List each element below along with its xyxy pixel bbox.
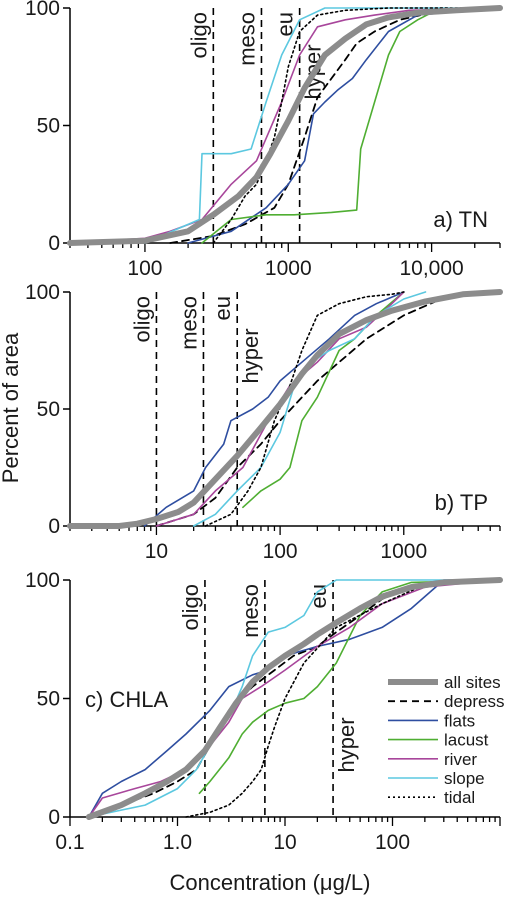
threshold-label: oligo [178, 584, 203, 630]
y-axis-title: Percent of area [0, 332, 23, 483]
y-tick-label: 50 [37, 115, 60, 138]
threshold-label: hyper [334, 717, 359, 772]
y-tick-label: 0 [48, 515, 60, 538]
x-tick-label: 100 [375, 831, 410, 854]
legend-label: river [444, 750, 477, 769]
y-tick-label: 0 [48, 232, 60, 255]
series-line-flats [187, 7, 501, 244]
panel-label: c) CHLA [85, 687, 168, 712]
x-axis-title: Concentration (μg/L) [170, 870, 371, 895]
y-tick-label: 0 [48, 806, 60, 829]
y-tick-label: 50 [37, 688, 60, 711]
series-line-slope [88, 579, 501, 818]
series-line-all-sites [67, 5, 503, 246]
threshold-label: meso [176, 296, 201, 350]
series-line-flats [143, 291, 405, 527]
series-line-all-sites [85, 577, 503, 820]
threshold-label: oligo [186, 12, 211, 58]
threshold-label: meso [234, 12, 259, 66]
x-tick-label: 1000 [265, 257, 312, 280]
x-tick-label: 0.1 [55, 831, 84, 854]
x-tick-label: 10 [145, 540, 168, 563]
threshold-label: oligo [129, 296, 154, 342]
x-tick-label: 100 [263, 540, 298, 563]
series-line-depress [88, 579, 501, 818]
panel-label: a) TN [433, 207, 488, 232]
panel-label: b) TP [435, 490, 488, 515]
series-line-all-sites [67, 289, 503, 529]
series-line-depress [169, 7, 501, 244]
y-tick-label: 100 [25, 281, 60, 304]
legend-label: depress [444, 692, 504, 711]
legend-label: slope [444, 769, 485, 788]
y-tick-label: 50 [37, 398, 60, 421]
threshold-label: hyper [238, 328, 263, 383]
threshold-label: meso [238, 584, 263, 638]
series-line-flats [88, 579, 501, 818]
x-tick-label: 100 [127, 257, 162, 280]
x-tick-label: 1.0 [163, 831, 192, 854]
x-tick-label: 10 [273, 831, 296, 854]
series-line-slope [144, 7, 501, 244]
threshold-label: eu [210, 296, 235, 320]
series-line-tidal [185, 579, 501, 818]
series-line-tidal [212, 7, 501, 244]
legend: all sitesdepressflatslacustriverslopetid… [388, 673, 504, 807]
y-tick-label: 100 [25, 0, 60, 20]
series-line-lacust [201, 7, 501, 244]
legend-label: tidal [444, 788, 475, 807]
series-line-tidal [204, 291, 405, 527]
legend-label: lacust [444, 731, 489, 750]
x-tick-label: 1000 [380, 540, 427, 563]
x-tick-label: 10,000 [399, 257, 463, 280]
series-line-lacust [242, 291, 405, 509]
legend-label: flats [444, 711, 475, 730]
legend-label: all sites [444, 673, 501, 692]
y-tick-label: 100 [25, 569, 60, 592]
